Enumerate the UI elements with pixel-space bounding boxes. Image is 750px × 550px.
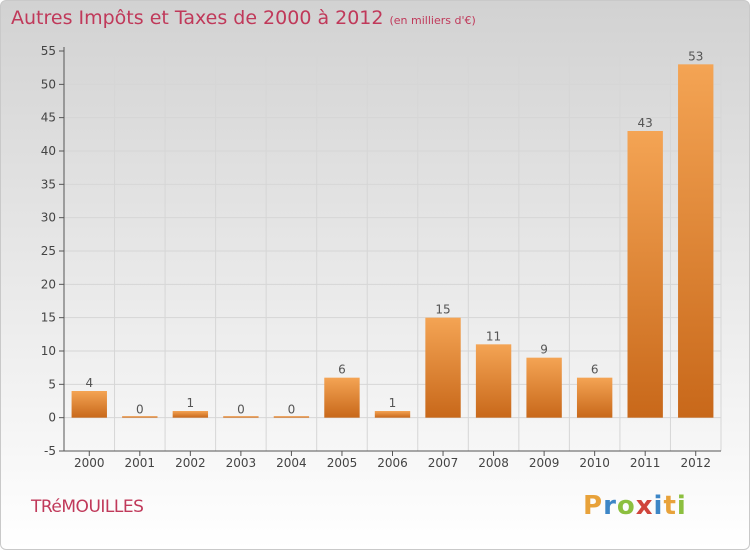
data-label: 9 xyxy=(540,343,548,357)
x-tick-label: 2012 xyxy=(680,456,711,470)
bar-2005 xyxy=(324,377,360,418)
data-label: 0 xyxy=(237,403,245,417)
bar-2012 xyxy=(678,64,714,418)
data-label: 1 xyxy=(187,396,195,410)
chart-title: Autres Impôts et Taxes de 2000 à 2012 (en… xyxy=(11,7,476,29)
data-label: 6 xyxy=(591,363,599,377)
x-tick-label: 2009 xyxy=(529,456,560,470)
chart-title-text: Autres Impôts et Taxes de 2000 à 2012 xyxy=(11,7,384,29)
bar-2000 xyxy=(71,391,107,418)
y-tick-label: 25 xyxy=(41,244,56,258)
data-label: 6 xyxy=(338,363,346,377)
bar-2009 xyxy=(526,357,562,418)
bar-2002 xyxy=(172,411,209,418)
data-label: 4 xyxy=(85,376,93,390)
x-tick-label: 2008 xyxy=(478,456,509,470)
data-label: 15 xyxy=(435,303,450,317)
logo-letter: r xyxy=(603,491,617,521)
y-tick-label: 50 xyxy=(41,77,56,91)
y-tick-label: 40 xyxy=(41,144,56,158)
x-tick-label: 2006 xyxy=(377,456,408,470)
data-label: 1 xyxy=(389,396,397,410)
x-tick-label: 2000 xyxy=(74,456,105,470)
data-label: 0 xyxy=(136,403,144,417)
x-tick-label: 2004 xyxy=(276,456,307,470)
logo-letter: o xyxy=(616,491,636,521)
bar-2011 xyxy=(627,131,663,418)
x-tick-label: 2007 xyxy=(428,456,459,470)
data-label: 0 xyxy=(288,403,296,417)
x-tick-label: 2010 xyxy=(579,456,610,470)
bar-2003 xyxy=(223,416,259,418)
bar-2010 xyxy=(576,377,613,418)
x-tick-label: 2011 xyxy=(630,456,661,470)
chart-subtitle: (en milliers d'€) xyxy=(389,14,476,27)
y-tick-label: 45 xyxy=(41,111,56,125)
data-label: 43 xyxy=(638,116,653,130)
commune-name: TRéMOUILLES xyxy=(31,497,144,517)
x-tick-label: 2003 xyxy=(226,456,257,470)
y-tick-label: 5 xyxy=(48,377,56,391)
x-tick-label: 2005 xyxy=(327,456,358,470)
y-tick-label: 0 xyxy=(48,411,56,425)
y-tick-label: 20 xyxy=(41,277,56,291)
data-label: 11 xyxy=(486,329,501,343)
bar-2008 xyxy=(475,344,512,418)
data-label: 53 xyxy=(688,49,703,63)
data-labels: 4 0 1 0 0 6 1 15 11 9 6 43 53 xyxy=(85,49,703,416)
gridlines xyxy=(63,50,722,452)
y-tick-label: 10 xyxy=(41,344,56,358)
bar-2007 xyxy=(425,317,461,418)
logo-letter: t xyxy=(663,491,677,521)
y-tick-label: 55 xyxy=(41,44,56,58)
logo-letter: x xyxy=(635,491,654,521)
y-tick-label: 35 xyxy=(41,177,56,191)
y-tick-label: 30 xyxy=(41,211,56,225)
x-tick-label: 2001 xyxy=(125,456,156,470)
proxiti-logo: Proxiti xyxy=(583,491,687,521)
logo-letter: i xyxy=(676,491,687,521)
bar-2001 xyxy=(122,416,158,418)
bars xyxy=(71,64,714,418)
logo-letter: i xyxy=(653,491,664,521)
logo-letter: P xyxy=(583,491,604,521)
y-tick-label: 15 xyxy=(41,311,56,325)
bar-2004 xyxy=(273,416,310,418)
y-tick-label: -5 xyxy=(44,444,56,458)
bar-2006 xyxy=(374,411,411,418)
x-tick-label: 2002 xyxy=(175,456,206,470)
